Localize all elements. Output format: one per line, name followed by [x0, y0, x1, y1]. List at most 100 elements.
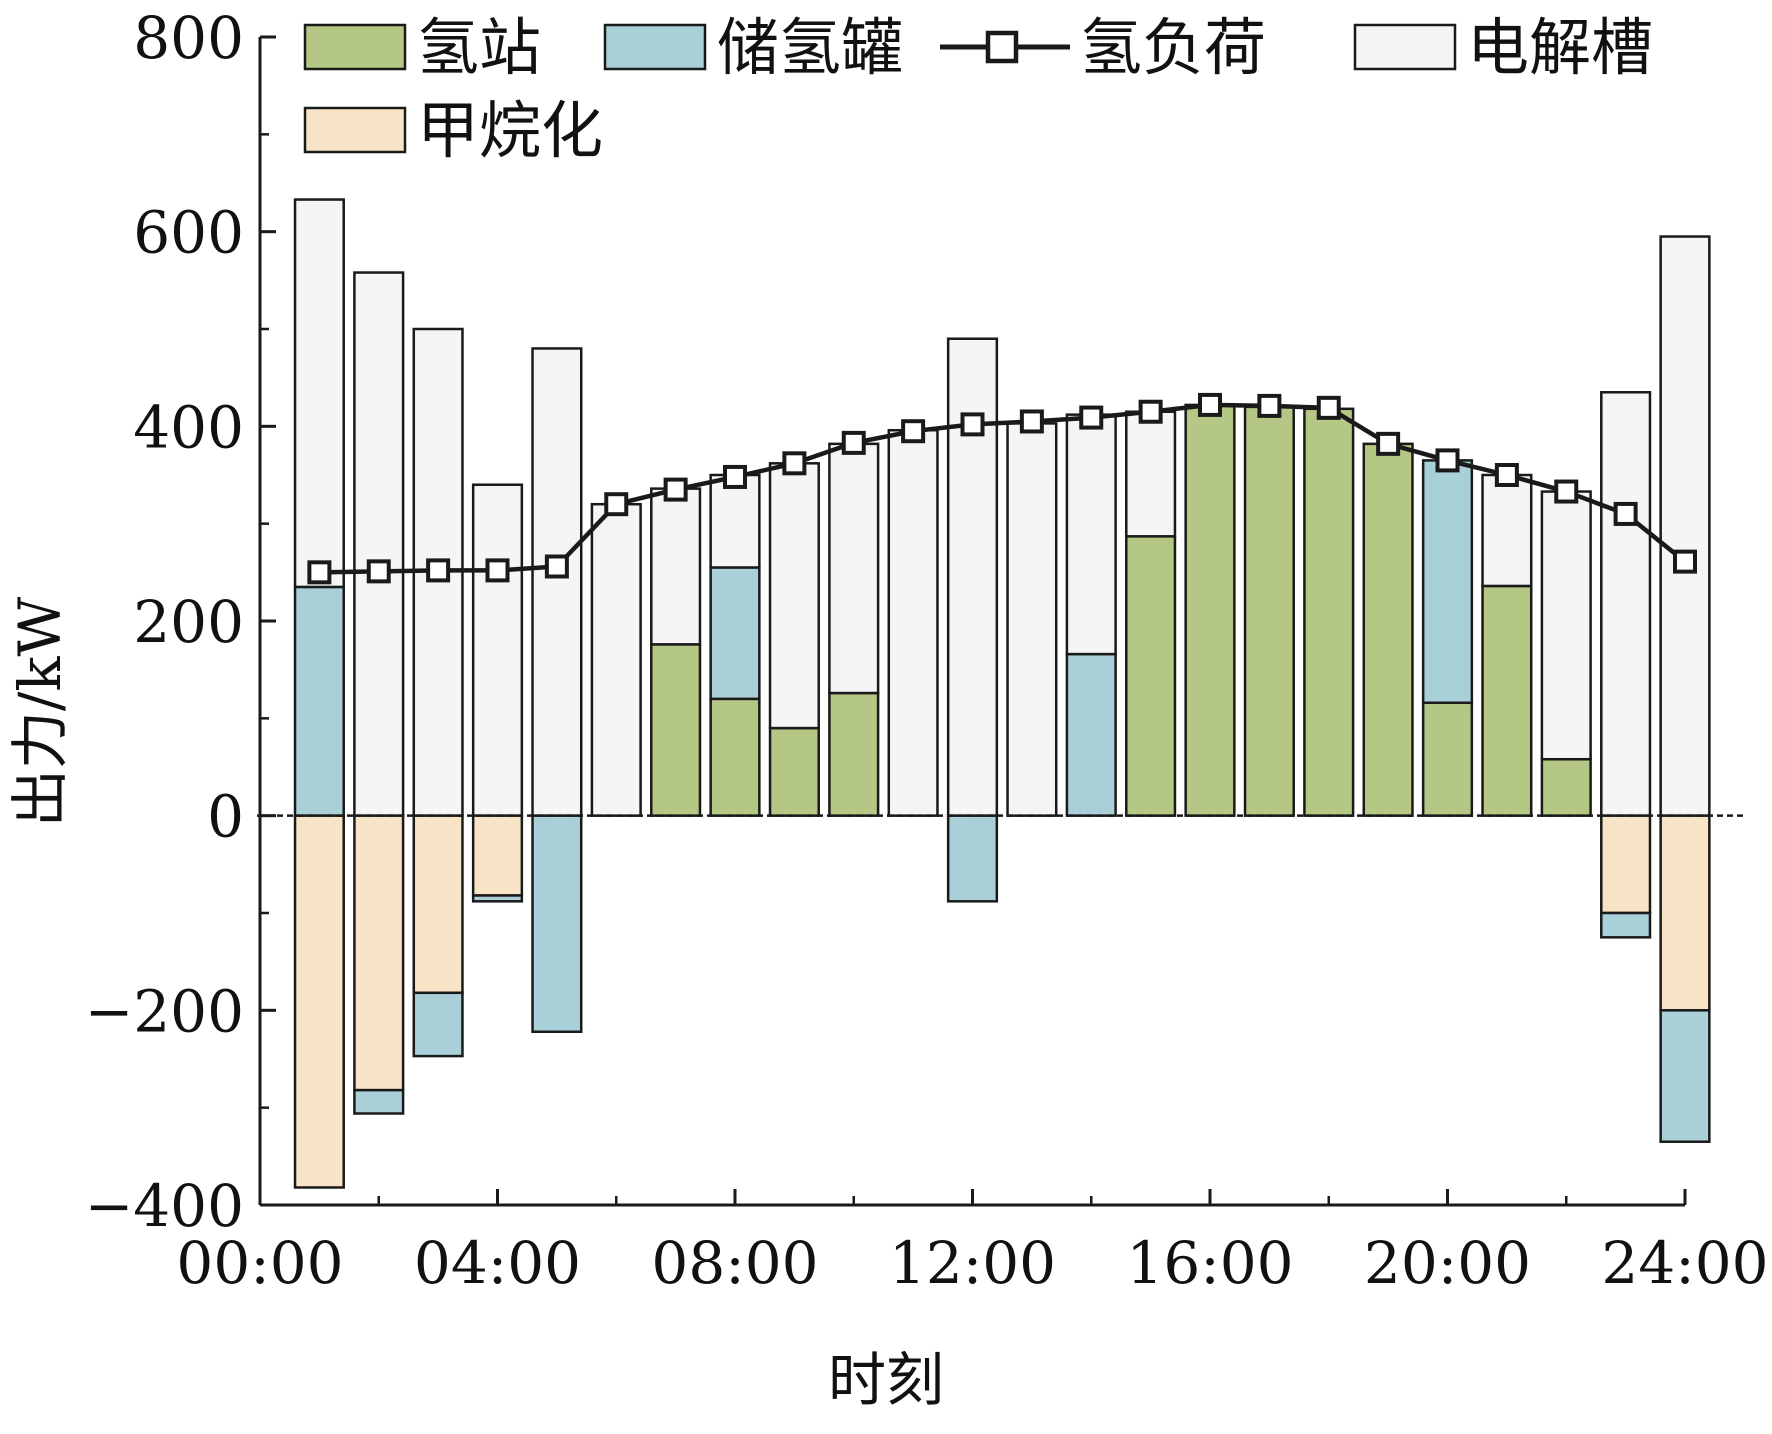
y-tick-label: −200: [85, 977, 244, 1045]
hydrogen-load-marker-18: [1316, 395, 1341, 420]
hydrogen-load-marker-10: [841, 430, 866, 455]
legend-swatch-hydrogen-tank: [603, 23, 707, 71]
hydrogen-load-marker-11: [901, 419, 926, 444]
bar-hydrogen-tank-1: [293, 585, 345, 817]
hydrogen-load-marker-6: [604, 492, 629, 517]
bar-neg-hydrogen-tank-12: [946, 814, 999, 903]
axes-layer: −400 −200 0 200 400 600 800 00:00 04:00 08:00 12:0…: [85, 4, 1769, 1297]
bar-electrolyzer-23: [1600, 391, 1652, 817]
hydrogen-load-marker-20: [1435, 448, 1460, 473]
bar-electrolyzer-22: [1540, 490, 1592, 761]
hydrogen-load-line: [319, 402, 1687, 575]
bar-electrolyzer-1: [293, 198, 345, 589]
hydrogen-load-marker-23: [1613, 501, 1638, 526]
bar-electrolyzer-5: [531, 347, 583, 817]
legend-label-methanation: 甲烷化: [417, 94, 603, 167]
hydrogen-load-marker-17: [1257, 393, 1282, 418]
x-tick-label: 00:00: [176, 1229, 343, 1297]
bar-electrolyzer-24: [1659, 235, 1711, 817]
x-tick-label: 16:00: [1126, 1229, 1293, 1297]
bar-electrolyzer-2: [353, 271, 405, 817]
x-tick-label: 24:00: [1601, 1229, 1768, 1297]
bar-electrolyzer-8: [709, 473, 761, 569]
bar-hydrogen-station-10: [828, 691, 880, 817]
bar-neg-hydrogen-tank-3: [412, 991, 464, 1058]
bar-hydrogen-tank-14: [1065, 652, 1117, 817]
legend-label-electrolyzer: 电解槽: [1467, 11, 1653, 84]
x-axis-title: 时刻: [828, 1346, 944, 1414]
legend-swatch-electrolyzer: [1353, 23, 1457, 71]
bar-electrolyzer-15: [1125, 410, 1177, 538]
y-tick-label: 200: [133, 588, 244, 656]
legend-label-hydrogen-tank: 储氢罐: [717, 11, 903, 84]
bar-hydrogen-station-21: [1481, 584, 1533, 817]
bar-neg-hydrogen-tank-23: [1600, 911, 1652, 939]
y-tick-label: −400: [85, 1172, 244, 1240]
bar-hydrogen-station-22: [1540, 757, 1592, 817]
bar-neg-methanation-4: [471, 814, 524, 897]
legend-label-hydrogen-load: 氢负荷: [1080, 11, 1266, 84]
bar-neg-methanation-23: [1600, 814, 1652, 915]
bar-hydrogen-station-7: [650, 643, 702, 817]
bar-neg-methanation-1: [293, 814, 345, 1189]
bar-neg-hydrogen-tank-4: [471, 894, 524, 903]
hydrogen-load-marker-9: [782, 451, 807, 476]
hydrogen-load-marker-5: [544, 554, 569, 579]
x-tick-label: 20:00: [1364, 1229, 1531, 1297]
bar-hydrogen-station-9: [768, 726, 820, 817]
hydrogen-load-marker-24: [1673, 549, 1697, 574]
bar-electrolyzer-4: [471, 483, 524, 817]
y-tick-label: 800: [133, 4, 244, 72]
bar-hydrogen-station-8: [709, 697, 761, 817]
bar-electrolyzer-11: [887, 428, 939, 817]
hydrogen-load-marker-1: [307, 560, 332, 585]
y-tick-label: 400: [133, 393, 244, 461]
hydrogen-load-line-layer: [307, 392, 1697, 585]
bar-hydrogen-station-18: [1303, 407, 1355, 817]
hydrogen-load-marker-2: [366, 559, 391, 584]
bar-electrolyzer-13: [1006, 422, 1058, 817]
x-tick-label: 12:00: [889, 1229, 1056, 1297]
bar-electrolyzer-6: [590, 502, 642, 817]
bar-neg-hydrogen-tank-2: [353, 1088, 405, 1115]
bar-hydrogen-station-20: [1421, 701, 1474, 817]
bar-electrolyzer-21: [1481, 473, 1533, 588]
hydrogen-load-marker-22: [1554, 479, 1579, 504]
bar-electrolyzer-7: [650, 487, 702, 646]
legend-label-hydrogen-station: 氢站: [417, 11, 541, 84]
hydrogen-load-marker-21: [1494, 463, 1519, 487]
legend-swatch-hydrogen-station: [303, 23, 407, 71]
bar-hydrogen-station-15: [1125, 535, 1177, 817]
bar-hydrogen-station-17: [1243, 405, 1295, 817]
bar-neg-methanation-3: [412, 814, 464, 995]
hydrogen-load-marker-12: [960, 412, 985, 437]
bar-electrolyzer-9: [768, 462, 820, 730]
bar-electrolyzer-14: [1065, 413, 1117, 656]
bar-electrolyzer-10: [828, 442, 880, 695]
bars-layer: [293, 198, 1711, 1189]
hydrogen-load-marker-14: [1079, 405, 1104, 430]
legend-swatch-methanation: [303, 106, 407, 154]
hydrogen-load-marker-16: [1198, 392, 1222, 417]
y-tick-label: 0: [207, 783, 244, 851]
y-tick-label: 600: [133, 199, 244, 267]
hydrogen-load-marker-13: [1019, 409, 1044, 434]
hydrogen-load-marker-15: [1138, 399, 1163, 424]
x-tick-label: 08:00: [651, 1229, 818, 1297]
bar-neg-hydrogen-tank-24: [1659, 1009, 1711, 1143]
bar-hydrogen-tank-8: [709, 566, 761, 701]
legend-marker-hydrogen-load: [985, 30, 1019, 64]
y-axis-title: 出力/kW: [6, 596, 74, 827]
bar-hydrogen-station-16: [1184, 403, 1236, 817]
hydrogen-load-marker-19: [1376, 431, 1401, 456]
x-tick-label: 04:00: [414, 1229, 581, 1297]
hydrogen-load-marker-7: [663, 477, 688, 502]
hydrogen-load-marker-4: [485, 558, 510, 583]
bar-hydrogen-station-19: [1362, 442, 1414, 817]
bar-neg-methanation-24: [1659, 814, 1711, 1012]
bar-hydrogen-tank-20: [1421, 459, 1474, 705]
bar-neg-hydrogen-tank-5: [531, 814, 583, 1033]
hydrogen-load-marker-8: [723, 464, 747, 489]
